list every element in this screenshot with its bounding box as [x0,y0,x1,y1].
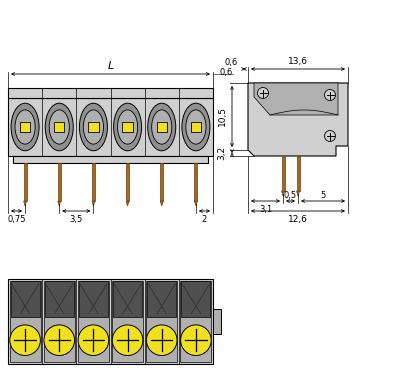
Bar [147,281,176,317]
Text: 10,5: 10,5 [218,106,226,126]
Bar [79,281,108,317]
Text: L: L [107,61,114,71]
Bar [44,281,75,362]
Bar [8,98,213,156]
Bar [20,122,30,132]
Ellipse shape [11,103,39,151]
Ellipse shape [15,110,35,144]
Bar [194,163,198,201]
Bar [88,122,99,132]
Text: 3,5: 3,5 [70,215,83,224]
Ellipse shape [186,110,206,144]
Text: 3,2: 3,2 [218,146,226,160]
Bar [45,281,74,317]
Ellipse shape [182,103,210,151]
Circle shape [44,325,74,356]
Bar [24,163,26,201]
Circle shape [324,89,336,101]
Bar [180,281,212,362]
Bar [92,163,95,201]
Bar [113,281,142,317]
Ellipse shape [148,103,176,151]
Circle shape [112,325,143,356]
Polygon shape [160,201,163,206]
Circle shape [258,88,268,99]
Ellipse shape [49,110,69,144]
Bar [146,281,177,362]
Polygon shape [296,191,300,196]
Bar [191,122,201,132]
Polygon shape [126,201,129,206]
Text: 0,6: 0,6 [225,58,238,67]
Bar [112,281,143,362]
Ellipse shape [45,103,73,151]
Bar [8,279,213,364]
Bar [10,281,41,362]
Circle shape [324,131,336,141]
Text: 3,1: 3,1 [259,205,272,214]
Bar [181,281,210,317]
Bar [122,122,133,132]
Bar [58,163,61,201]
Ellipse shape [118,110,138,144]
Ellipse shape [80,103,108,151]
Bar [54,122,64,132]
Bar [282,156,284,191]
Text: 0,75: 0,75 [7,215,26,224]
Bar [126,163,129,201]
Bar [296,156,300,191]
Circle shape [146,325,177,356]
Circle shape [10,325,40,356]
Ellipse shape [83,110,104,144]
Text: 2: 2 [202,215,207,224]
Polygon shape [254,83,338,115]
Text: 12,6: 12,6 [288,215,308,224]
Polygon shape [92,201,95,206]
Bar [13,156,208,163]
Bar [156,122,167,132]
Polygon shape [24,201,26,206]
Bar [8,88,213,98]
Ellipse shape [114,103,142,151]
Polygon shape [248,83,348,156]
Circle shape [78,325,109,356]
Polygon shape [194,201,198,206]
Bar [213,309,221,334]
Polygon shape [58,201,61,206]
Bar [160,163,163,201]
Bar [78,281,109,362]
Circle shape [181,325,211,356]
Polygon shape [282,191,284,196]
Text: 13,6: 13,6 [288,57,308,66]
Text: 0,6: 0,6 [219,68,232,76]
Ellipse shape [152,110,172,144]
Bar [10,281,40,317]
Text: 0,5: 0,5 [284,191,297,200]
Text: 5: 5 [320,191,326,200]
